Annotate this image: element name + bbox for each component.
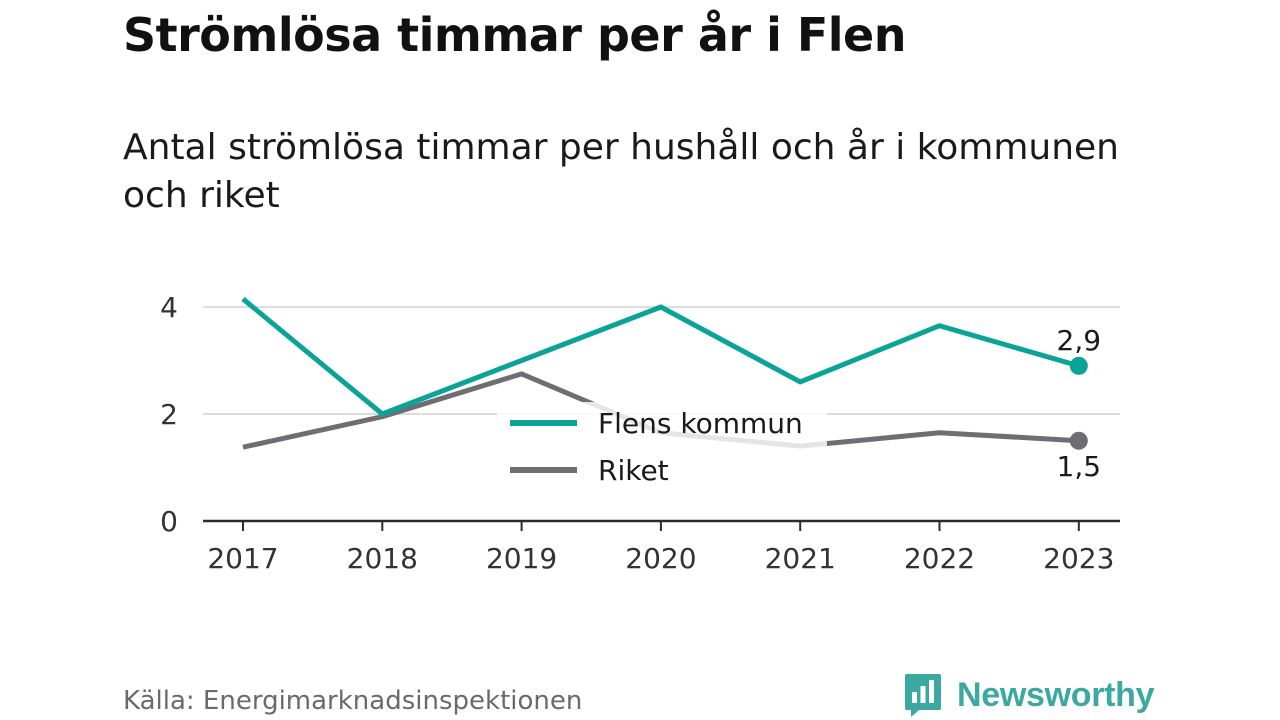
- end-point-flens-kommun: [1069, 356, 1088, 375]
- newsworthy-logo-icon: [905, 674, 941, 717]
- y-tick-label: 4: [160, 291, 178, 324]
- x-tick-label: 2021: [765, 542, 836, 575]
- source-note: Källa: Energimarknadsinspektionen: [123, 686, 583, 716]
- series-line-flens-kommun: [241, 297, 1080, 417]
- end-point-riket: [1069, 431, 1088, 450]
- end-label-flens-kommun: 2,9: [1057, 324, 1102, 357]
- x-tick-label: 2017: [207, 542, 278, 575]
- brand-name: Newsworthy: [957, 675, 1155, 714]
- legend-background: [497, 402, 827, 494]
- line-chart: 0 2 4 2017 2018 2019 2020 2021 2022 2023 Flens ko…: [160, 291, 1120, 575]
- chart-title: Strömlösa timmar per år i Flen: [123, 8, 907, 62]
- legend-label-flens-kommun: Flens kommun: [598, 407, 803, 440]
- x-tick-label: 2018: [347, 542, 418, 575]
- x-tick-label: 2019: [486, 542, 557, 575]
- end-label-riket: 1,5: [1057, 450, 1102, 483]
- legend: Flens kommun Riket: [497, 402, 827, 494]
- x-tick-label: 2020: [625, 542, 696, 575]
- label-layer: 2,9 1,5: [1057, 324, 1102, 483]
- y-tick-label: 0: [160, 505, 178, 538]
- brand: Newsworthy: [903, 670, 1155, 720]
- x-tick-label: 2023: [1043, 542, 1114, 575]
- legend-label-riket: Riket: [598, 454, 669, 487]
- axis-layer: 0 2 4 2017 2018 2019 2020 2021 2022 2023: [160, 291, 1120, 575]
- y-tick-label: 2: [160, 398, 178, 431]
- chart-subtitle: Antal strömlösa timmar per hushåll och å…: [123, 127, 1119, 216]
- x-tick-label: 2022: [904, 542, 975, 575]
- grid-layer: [203, 306, 1120, 415]
